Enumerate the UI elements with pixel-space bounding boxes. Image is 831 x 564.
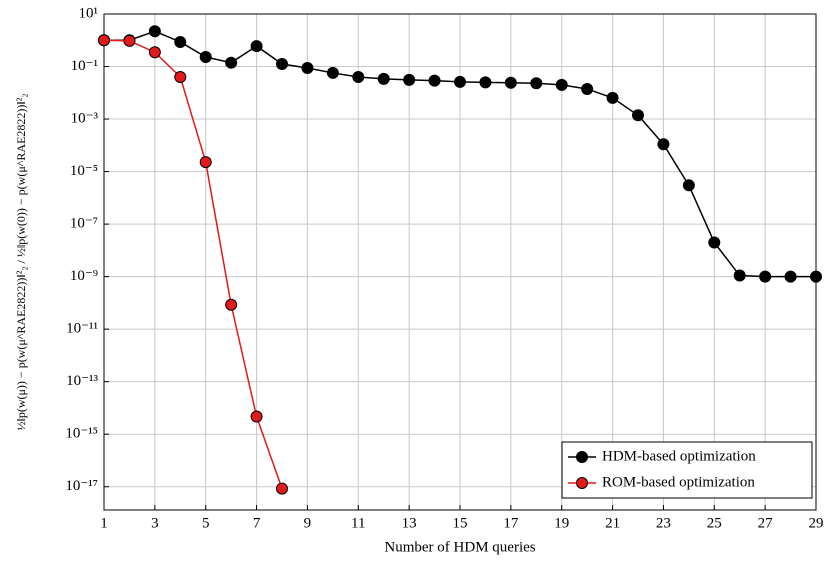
y-axis-label: ½‖p(w(μ)) − p(w(μ^RAE2822))‖²₂ / ½‖p(w(0… <box>14 93 28 430</box>
y-tick-label: 10¹ <box>79 5 99 21</box>
x-tick-label: 27 <box>758 515 774 531</box>
y-tick-label: 10⁻¹³ <box>66 373 98 389</box>
x-tick-label: 25 <box>707 515 722 531</box>
x-tick-label: 7 <box>253 515 261 531</box>
x-tick-label: 9 <box>304 515 312 531</box>
x-tick-label: 13 <box>402 515 417 531</box>
data-point <box>148 25 161 38</box>
data-point <box>98 34 110 47</box>
data-point <box>733 269 746 282</box>
x-tick-label: 21 <box>605 515 620 531</box>
data-point <box>555 78 568 91</box>
x-tick-label: 23 <box>656 515 671 531</box>
data-point <box>199 156 212 169</box>
legend-label: ROM-based optimization <box>602 474 755 490</box>
data-point <box>504 76 517 89</box>
data-point <box>225 56 238 69</box>
data-point <box>326 66 339 79</box>
data-point <box>454 75 466 88</box>
data-point <box>250 40 263 53</box>
data-point <box>174 35 187 48</box>
data-point <box>530 77 543 90</box>
data-point <box>276 482 288 495</box>
x-tick-label: 19 <box>554 515 569 531</box>
y-tick-label: 10⁻¹ <box>71 58 98 74</box>
y-tick-label: 10⁻⁹ <box>70 268 98 284</box>
data-point <box>250 410 263 423</box>
data-point <box>225 298 238 311</box>
x-tick-label: 1 <box>100 515 108 531</box>
data-point <box>403 73 416 86</box>
data-point <box>301 61 314 74</box>
data-point <box>148 46 161 59</box>
data-point <box>428 74 441 87</box>
data-point <box>199 51 212 64</box>
y-tick-label: 10⁻¹¹ <box>66 321 98 337</box>
y-tick-label: 10⁻⁷ <box>70 216 98 232</box>
y-tick-label: 10⁻⁵ <box>70 163 98 179</box>
data-point <box>682 179 695 192</box>
legend-marker <box>576 451 588 463</box>
data-point <box>632 109 644 122</box>
data-point <box>657 138 670 151</box>
legend-box <box>561 441 813 499</box>
data-point <box>276 57 288 70</box>
x-tick-label: 29 <box>809 515 824 531</box>
data-point <box>581 82 594 95</box>
data-point <box>606 91 619 104</box>
legend-label: HDM-based optimization <box>602 448 756 464</box>
data-point <box>123 34 136 47</box>
data-point <box>784 270 797 283</box>
data-point <box>479 76 492 89</box>
y-tick-label: 10⁻³ <box>71 110 99 126</box>
data-point <box>708 236 721 249</box>
x-tick-label: 15 <box>453 515 468 531</box>
data-point <box>174 70 187 83</box>
y-tick-label: 10⁻¹⁵ <box>65 426 98 442</box>
data-point <box>810 270 822 283</box>
data-point <box>377 72 390 85</box>
x-tick-label: 3 <box>151 515 159 531</box>
y-tick-label: 10⁻¹⁷ <box>65 478 98 494</box>
data-point <box>759 270 772 283</box>
x-tick-label: 5 <box>202 515 210 531</box>
x-axis-label: Number of HDM queries <box>384 539 535 555</box>
x-tick-label: 11 <box>351 515 365 531</box>
data-point <box>352 70 365 83</box>
plot-frame <box>103 13 817 511</box>
legend-marker <box>576 477 588 489</box>
x-tick-label: 17 <box>503 515 519 531</box>
